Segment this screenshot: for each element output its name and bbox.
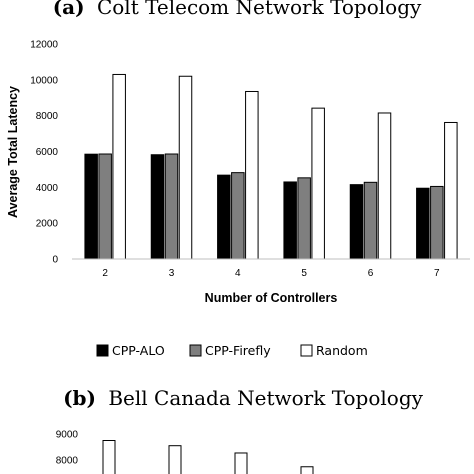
legend-item-cpp-alo: CPP-ALO [96, 343, 165, 358]
legend-swatch [300, 344, 313, 357]
chart-b-bar-random [234, 452, 248, 474]
chart-a-bar-cpp-firefly [231, 172, 245, 260]
chart-a-x-tick-label: 4 [235, 268, 241, 279]
chart-a-x-tick-label: 2 [102, 268, 108, 279]
chart-a-x-tick-label: 3 [169, 268, 175, 279]
chart-a-x-tick-label: 5 [301, 268, 307, 279]
chart-b-bar-random [168, 445, 182, 474]
legend-label: Random [316, 343, 368, 358]
chart-a-bar-cpp-firefly [297, 177, 311, 260]
chart-a-y-axis-title: Average Total Latency [6, 86, 20, 218]
chart-a-panel-label: (a) [53, 0, 85, 19]
chart-b-bar-random [102, 440, 116, 474]
chart-a-bar-cpp-alo [84, 153, 98, 260]
chart-a-x-ticks: 2 3 4 5 6 7 [102, 268, 440, 279]
chart-a-bar-random [112, 73, 126, 260]
chart-a-y-ticks: 0 2000 4000 6000 8000 10000 12000 [30, 40, 58, 266]
chart-b: 8000 9000 [56, 430, 314, 474]
chart-a-bar-random [377, 112, 392, 260]
chart-b-title-text: Bell Canada Network Topology [108, 386, 423, 410]
chart-b-y-tick-label: 8000 [56, 456, 79, 467]
chart-a-y-tick-label: 10000 [30, 75, 58, 86]
chart-b-bars [102, 440, 314, 474]
chart-b-panel-label: (b) [63, 386, 96, 410]
legend-label: CPP-ALO [112, 343, 165, 358]
chart-a-bar-cpp-alo [217, 174, 231, 260]
chart-a-bar-cpp-alo [283, 181, 297, 260]
chart-b-title: (b) Bell Canada Network Topology [63, 386, 424, 410]
chart-a-x-tick-label: 7 [434, 268, 440, 279]
chart-a-legend: CPP-ALO CPP-Firefly Random [96, 343, 368, 358]
legend-label: CPP-Firefly [205, 343, 271, 358]
chart-a-bar-random [444, 121, 458, 260]
legend-swatch [96, 344, 109, 357]
chart-a-y-tick-label: 2000 [36, 219, 59, 230]
chart-a-title-text: Colt Telecom Network Topology [97, 0, 422, 19]
chart-a-x-axis-title: Number of Controllers [205, 291, 338, 305]
chart-a-y-tick-label: 12000 [30, 40, 58, 51]
chart-a-title: (a) Colt Telecom Network Topology [53, 0, 422, 19]
chart-a-bar-cpp-alo [349, 184, 364, 260]
legend-swatch [189, 344, 202, 357]
chart-a-bar-cpp-alo [150, 154, 165, 260]
chart-b-bar-random [300, 466, 314, 474]
chart-b-y-tick-label: 9000 [56, 430, 79, 441]
chart-a-bar-cpp-alo [416, 187, 430, 260]
chart-a-bars [84, 73, 458, 260]
chart-a: 0 2000 4000 6000 8000 10000 12000 2 3 4 5 6 7 Numbe… [6, 40, 470, 305]
chart-a-y-tick-label: 4000 [36, 183, 59, 194]
chart-a-bar-cpp-firefly [430, 185, 444, 260]
chart-b-y-ticks: 8000 9000 [56, 430, 79, 467]
chart-a-bar-random [178, 75, 193, 260]
chart-a-x-tick-label: 6 [368, 268, 374, 279]
chart-a-y-tick-label: 0 [52, 255, 58, 266]
chart-a-y-tick-label: 8000 [36, 111, 59, 122]
chart-a-bar-random [245, 90, 259, 260]
chart-a-bar-cpp-firefly [363, 181, 378, 260]
chart-a-bar-cpp-firefly [164, 153, 179, 260]
legend-item-cpp-firefly: CPP-Firefly [189, 343, 271, 358]
chart-a-bar-random [311, 107, 325, 260]
legend-item-random: Random [300, 343, 368, 358]
chart-a-bar-cpp-firefly [98, 153, 112, 260]
chart-a-y-tick-label: 6000 [36, 147, 59, 158]
